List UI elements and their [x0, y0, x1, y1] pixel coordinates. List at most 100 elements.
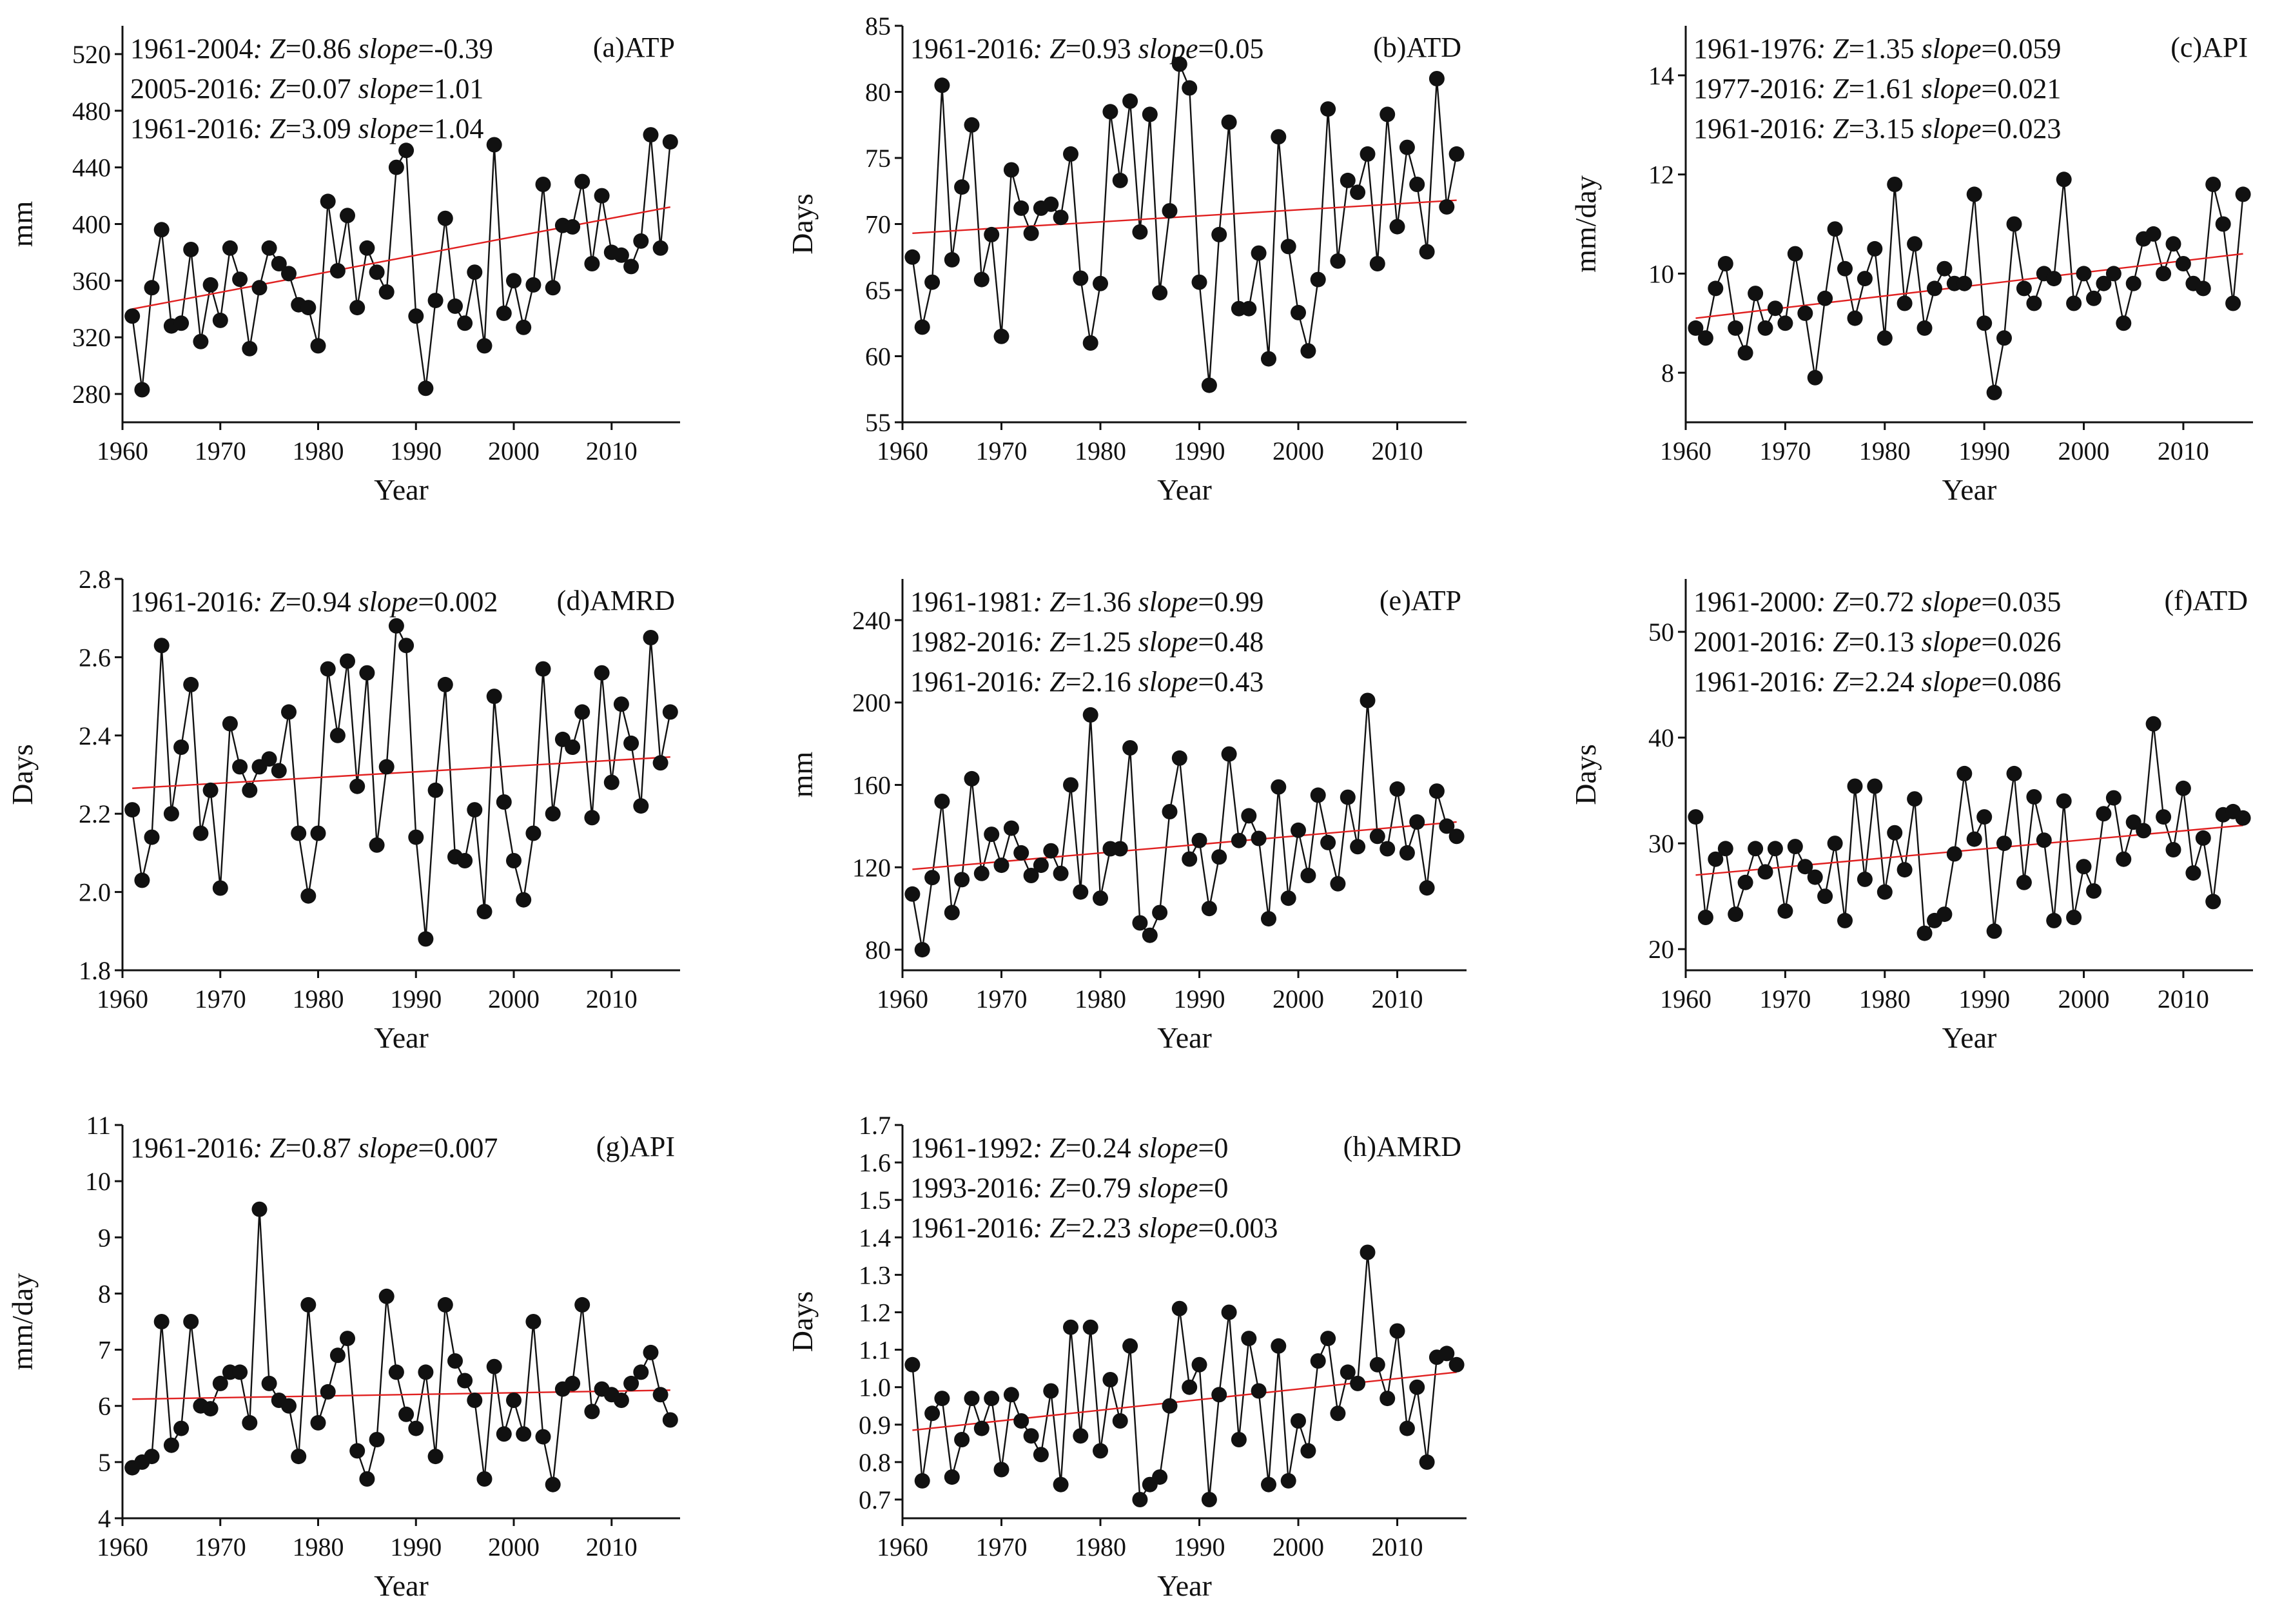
data-point: [1261, 911, 1276, 927]
data-point: [1053, 865, 1069, 881]
data-point: [173, 1420, 190, 1436]
data-point: [1697, 330, 1713, 346]
panel-label: (e)ATP: [1380, 585, 1461, 616]
data-point: [340, 653, 355, 669]
y-tick-label: 360: [72, 266, 111, 295]
data-point: [584, 1404, 600, 1420]
y-tick-label: 9: [98, 1223, 111, 1252]
y-tick-label: 1.3: [859, 1260, 891, 1289]
x-tick-label: 1980: [1075, 436, 1126, 465]
data-point: [153, 222, 170, 238]
data-point: [2096, 275, 2112, 291]
data-point: [1251, 830, 1267, 846]
data-point: [496, 794, 512, 810]
data-point: [613, 247, 629, 263]
data-point: [457, 1373, 473, 1389]
y-tick-label: 2.6: [79, 643, 111, 672]
data-point: [2105, 790, 2121, 806]
data-point: [447, 1353, 463, 1369]
data-point: [1887, 177, 1903, 192]
data-point: [1429, 783, 1445, 799]
data-point: [398, 142, 414, 159]
stat-annotation: 1961-1981: Z=1.36 slope=0.99: [910, 586, 1263, 618]
data-point: [2165, 842, 2181, 857]
x-tick-label: 1990: [390, 984, 442, 1013]
data-point: [643, 127, 659, 143]
data-point: [359, 665, 375, 681]
data-point: [1162, 1398, 1178, 1414]
data-point: [310, 825, 326, 841]
data-point: [1340, 789, 1356, 805]
x-tick-label: 1960: [1660, 984, 1712, 1013]
data-point: [349, 1443, 366, 1459]
data-point: [993, 1462, 1009, 1478]
data-point: [1777, 903, 1793, 919]
data-point: [1043, 196, 1059, 212]
data-point: [369, 1432, 385, 1447]
data-point: [1003, 820, 1019, 836]
data-point: [1767, 841, 1783, 857]
y-tick-label: 320: [72, 323, 111, 352]
data-point: [944, 1469, 960, 1485]
data-point: [535, 177, 551, 192]
data-point: [2185, 865, 2201, 881]
data-point: [1310, 271, 1326, 288]
x-tick-label: 1990: [1958, 436, 2010, 465]
data-point: [202, 782, 219, 798]
stat-annotation: 1961-2000: Z=0.72 slope=0.035: [1693, 586, 2061, 618]
data-point: [447, 298, 463, 314]
data-point: [1817, 290, 1833, 306]
y-axis-title: Days: [786, 193, 819, 255]
data-point: [1777, 315, 1793, 331]
data-point: [1966, 186, 1982, 202]
data-point: [1887, 825, 1903, 841]
data-point: [1291, 1413, 1306, 1429]
panel-5: 1960 1970 1980 1990 2000 2010 80 120 160 200 240 Ye…: [786, 579, 1467, 1054]
stat-annotation: 2001-2016: Z=0.13 slope=0.026: [1693, 626, 2061, 658]
data-point: [124, 308, 141, 324]
y-tick-label: 70: [865, 210, 891, 239]
y-tick-label: 2.0: [79, 878, 111, 907]
data-point: [1807, 869, 1823, 885]
data-point: [1003, 162, 1019, 178]
data-point: [2175, 780, 2191, 796]
data-point: [964, 1391, 980, 1407]
data-point: [1023, 868, 1039, 883]
data-point: [232, 271, 248, 288]
data-point: [964, 117, 980, 133]
data-point: [1182, 1379, 1198, 1395]
data-point: [467, 264, 483, 280]
data-point: [281, 266, 297, 282]
x-tick-label: 1960: [1660, 436, 1712, 465]
data-point: [1350, 184, 1366, 201]
y-tick-label: 7: [98, 1336, 111, 1365]
data-point: [1360, 146, 1376, 162]
data-point: [232, 1364, 248, 1380]
data-point: [1697, 910, 1713, 925]
data-point: [281, 1398, 297, 1414]
data-point: [652, 1387, 668, 1403]
data-point: [1201, 1492, 1217, 1507]
data-point: [1399, 139, 1415, 155]
data-point: [2026, 295, 2042, 311]
data-point: [1409, 814, 1425, 830]
data-point: [525, 1314, 541, 1329]
data-point: [623, 259, 639, 275]
data-point: [408, 308, 424, 324]
data-point: [1013, 1413, 1029, 1429]
data-point: [984, 1391, 1000, 1407]
y-tick-label: 6: [98, 1392, 111, 1421]
data-point: [1211, 849, 1227, 865]
panel-3: 1960 1970 1980 1990 2000 2010 8 10 12 14 Year mm/da…: [1569, 26, 2253, 506]
data-point: [1221, 1304, 1237, 1320]
panel-6: 1960 1970 1980 1990 2000 2010 20 30 40 50 Year Days…: [1569, 579, 2253, 1054]
data-point: [1946, 846, 1962, 862]
data-point: [652, 240, 668, 256]
data-point: [271, 763, 287, 779]
y-tick-label: 240: [852, 606, 891, 635]
data-point: [1112, 172, 1128, 188]
data-point: [1797, 859, 1813, 875]
y-tick-label: 5: [98, 1448, 111, 1477]
data-point: [349, 300, 366, 316]
stat-annotation: 1961-2016: Z=0.94 slope=0.002: [130, 586, 498, 618]
